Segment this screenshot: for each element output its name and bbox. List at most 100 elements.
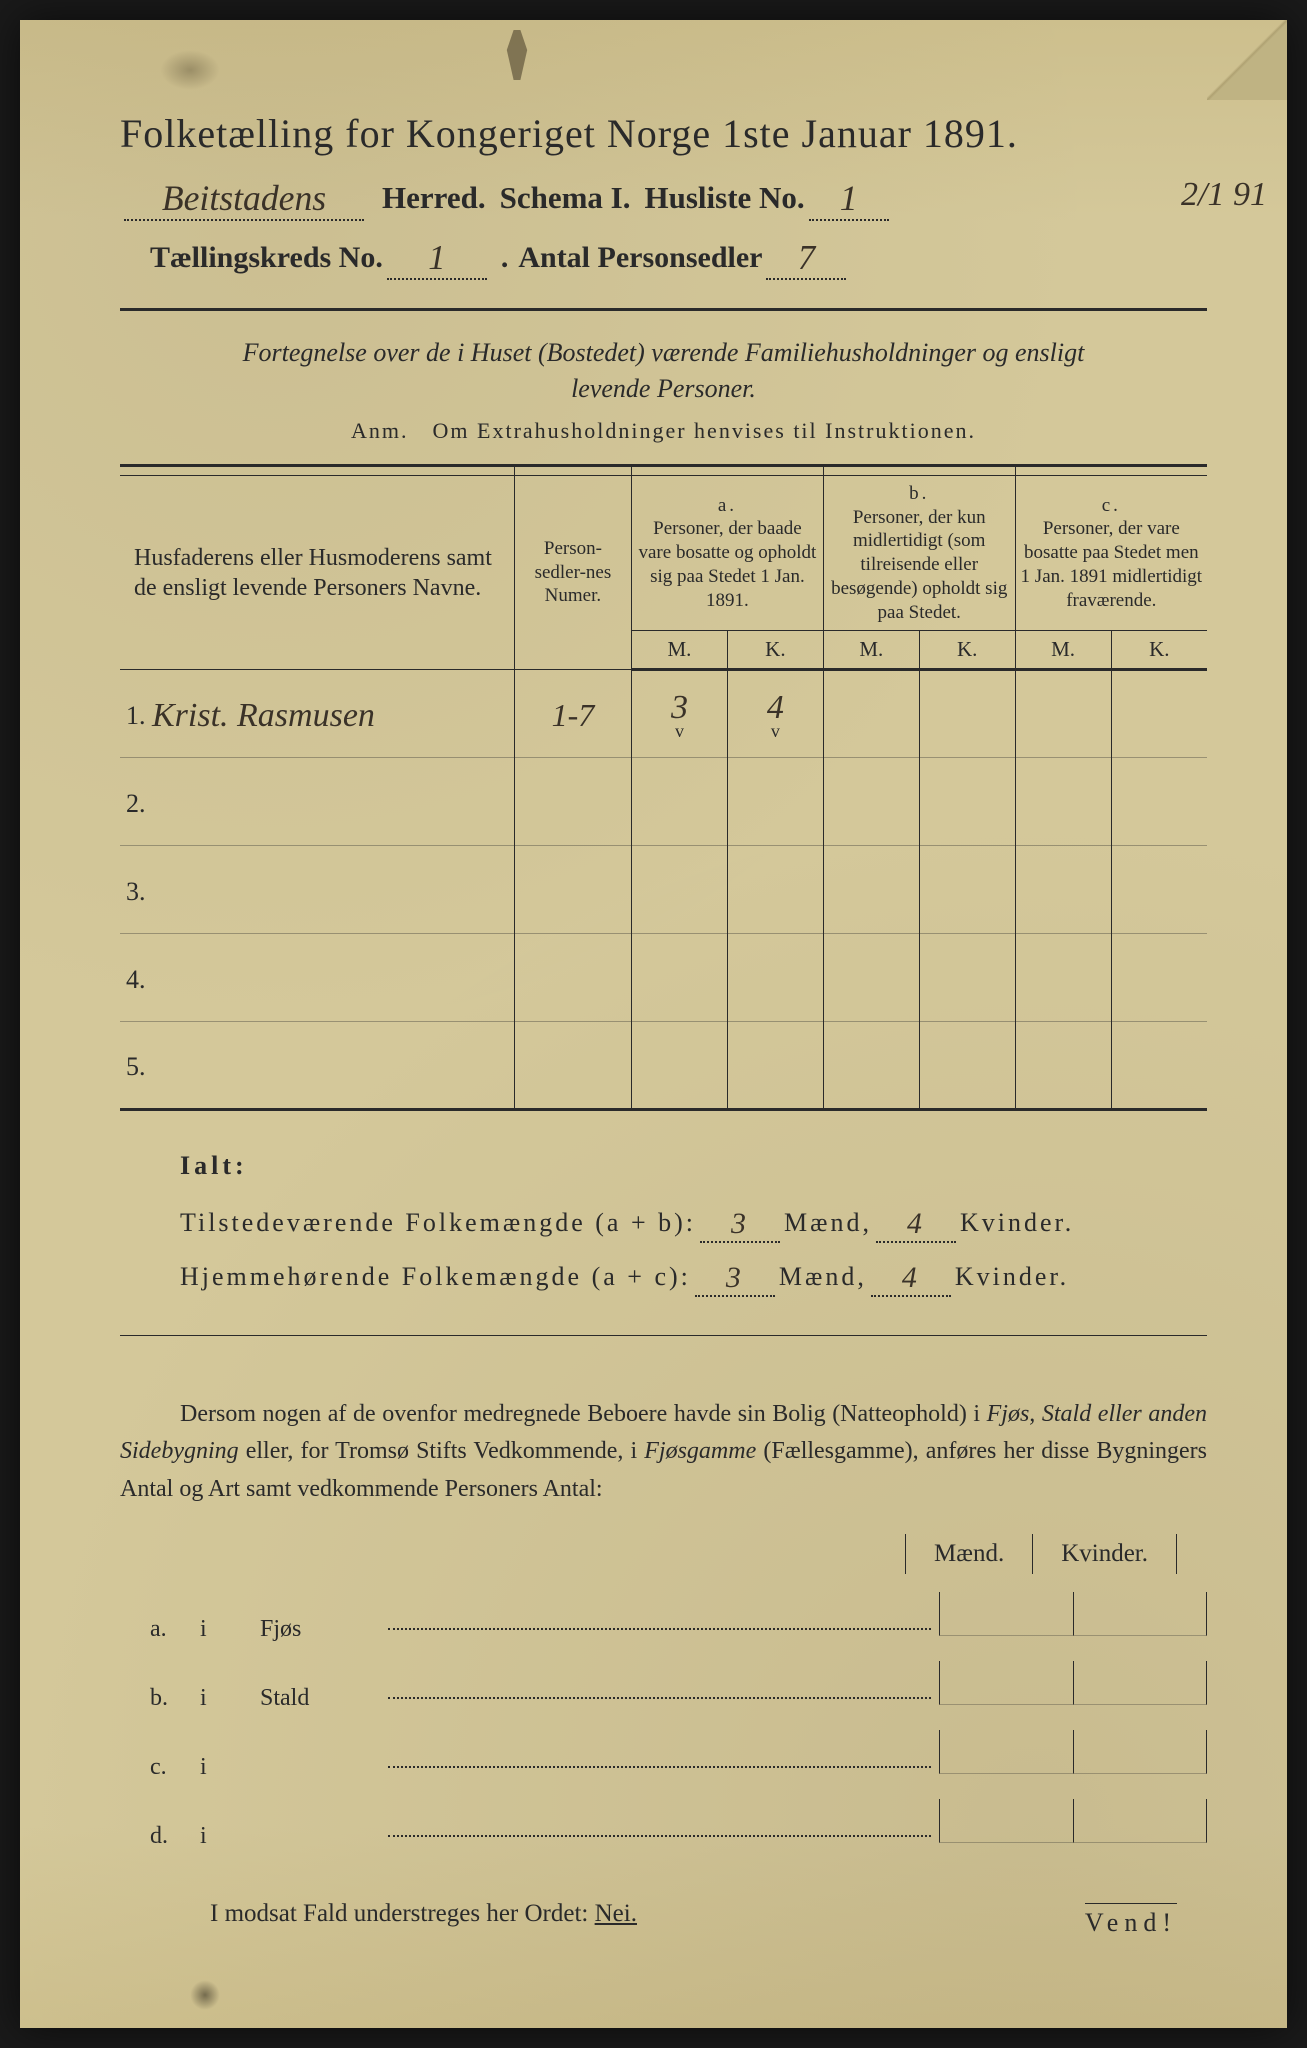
totals-label-1: Tilstedeværende Folkemængde (a + b): [180,1208,696,1238]
list-item: a.iFjøs [120,1592,1207,1643]
taellingskreds-label: Tællingskreds No. [150,241,383,275]
col-group-a: a. Personer, der baade vare bosatte og o… [632,475,824,631]
totals-1-m: 3 [700,1207,780,1243]
totals-2-k: 4 [871,1261,951,1297]
herred-label: Herred. [382,180,486,216]
row-i: i [200,1823,260,1850]
row-a-k [727,846,823,934]
row-name-cell: 3. [120,846,514,934]
row-a-m [632,934,728,1022]
list-item: d.i [120,1799,1207,1850]
row-name-cell: 4. [120,934,514,1022]
row-b-k [919,758,1015,846]
divider [120,308,1207,311]
group-b-text: Personer, der kun midlertidigt (som tilr… [831,507,1007,623]
group-a-label: a. [718,495,737,516]
census-form-page: Folketælling for Kongeriget Norge 1ste J… [20,20,1287,2028]
form-title: Folketælling for Kongeriget Norge 1ste J… [120,110,1207,157]
group-c-text: Personer, der vare bosatte paa Stedet me… [1021,518,1203,610]
ialt-heading: Ialt: [180,1151,1207,1181]
row-a-m [632,1022,728,1110]
row-b-k [919,1022,1015,1110]
header-line-3: Tællingskreds No. 1 . Antal Personsedler… [120,237,1207,278]
row-i: i [200,1616,260,1643]
paper-stain [160,50,220,90]
row-i: i [200,1754,260,1781]
kvinder-label: Kvinder. [955,1262,1069,1292]
form-subtitle: Fortegnelse over de i Huset (Bostedet) v… [120,335,1207,408]
col-names-text: Husfaderens eller Husmoderens samt de en… [134,545,492,601]
row-c-m [1015,758,1111,846]
col-b-m: M. [823,631,919,670]
row-a-k [727,1022,823,1110]
totals-2-m: 3 [695,1261,775,1297]
household-table: Husfaderens eller Husmoderens samt de en… [120,464,1207,1112]
mk-column-header: Mænd. Kvinder. [120,1534,1207,1574]
row-c-k [1111,670,1207,758]
col-c-m: M. [1015,631,1111,670]
row-name-cell: 2. [120,758,514,846]
row-a-m: 3v [632,670,728,758]
row-name-cell: 5. [120,1022,514,1110]
herred-field: Beitstadens [124,177,364,221]
row-word: Stald [260,1685,380,1712]
row-c-m [1015,934,1111,1022]
anm-note: Anm. Om Extrahusholdninger henvises til … [120,418,1207,444]
kvinder-col: Kvinder. [1032,1534,1177,1574]
col-c-k: K. [1111,631,1207,670]
group-a-text: Personer, der baade vare bosatte og opho… [639,518,817,610]
row-c-m [1015,846,1111,934]
col-b-k: K. [919,631,1015,670]
row-a-k [727,934,823,1022]
row-numer-cell [514,846,631,934]
list-item: b.iStald [120,1661,1207,1712]
row-c-m [1015,670,1111,758]
table-row: 2. [120,758,1207,846]
col-a-k: K. [727,631,823,670]
row-i: i [200,1685,260,1712]
row-c-m [1015,1022,1111,1110]
header-line-2: Beitstadens Herred. Schema I. Husliste N… [120,175,1207,219]
nei-word: Nei. [595,1900,637,1927]
mk-boxes [939,1799,1207,1843]
row-b-k [919,670,1015,758]
row-word: Fjøs [260,1616,380,1643]
group-c-label: c. [1102,495,1121,516]
row-numer-cell [514,934,631,1022]
table-row: 4. [120,934,1207,1022]
row-a-k [727,758,823,846]
col-a-m: M. [632,631,728,670]
table-row: 1. Krist. Rasmusen1-73v4v [120,670,1207,758]
date-annotation: 2/1 91 [1181,176,1267,214]
husliste-no-field: 1 [809,177,889,221]
antal-field: 7 [766,239,846,280]
row-c-k [1111,846,1207,934]
row-letter: c. [120,1754,200,1781]
row-b-m [823,934,919,1022]
row-c-k [1111,1022,1207,1110]
col-numer-header: Person-sedler-nes Numer. [514,475,631,670]
totals-row-present: Tilstedeværende Folkemængde (a + b): 3 M… [180,1205,1207,1241]
dotted-line [388,1766,931,1768]
row-b-k [919,846,1015,934]
mk-boxes [939,1592,1207,1636]
dotted-line [388,1628,931,1630]
closing-text: I modsat Fald understreges her Ordet: [210,1900,588,1927]
row-letter: a. [120,1616,200,1643]
row-numer-cell: 1-7 [514,670,631,758]
row-c-k [1111,934,1207,1022]
paper-tear [500,30,534,80]
maend-label: Mænd, [779,1262,867,1292]
totals-section: Ialt: Tilstedeværende Folkemængde (a + b… [120,1151,1207,1295]
table-row: 5. [120,1022,1207,1110]
bolig-paragraph: Dersom nogen af de ovenfor medregnede Be… [120,1396,1207,1508]
row-numer-cell [514,758,631,846]
row-a-m [632,758,728,846]
row-letter: d. [120,1823,200,1850]
totals-label-2: Hjemmehørende Folkemængde (a + c): [180,1262,691,1292]
row-a-m [632,846,728,934]
row-b-m [823,758,919,846]
dotted-line [388,1835,931,1837]
subtitle-line2: levende Personer. [571,374,756,403]
mk-boxes [939,1730,1207,1774]
